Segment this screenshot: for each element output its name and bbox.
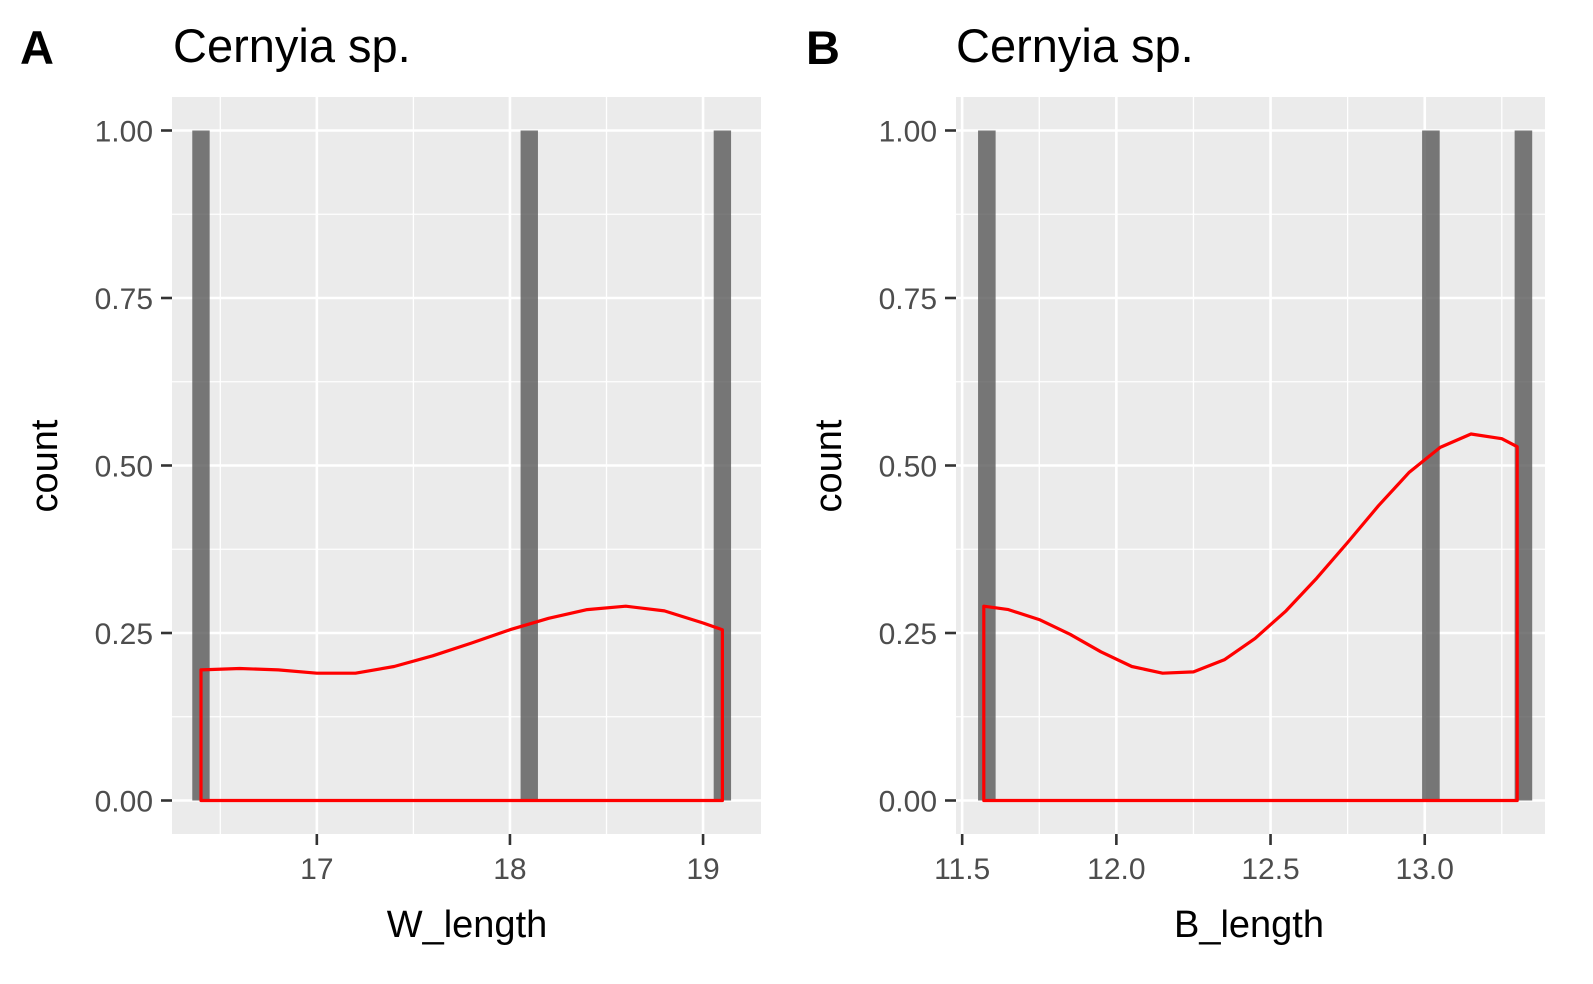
panel-b: 0.00 0.25 0.50 0.75 1.00 11.5 12.0 12.5 13.0 B C… [806, 19, 1545, 946]
y-axis-title: count [24, 419, 66, 512]
axes: 0.00 0.25 0.50 0.75 1.00 11.5 12.0 12.5 13.0 [879, 116, 1454, 887]
histogram-bar [1514, 130, 1533, 801]
histogram-bar [1422, 130, 1440, 801]
histogram-bar [192, 130, 210, 801]
x-tick-label: 17 [300, 853, 333, 886]
x-tick-label: 11.5 [934, 853, 990, 886]
x-tick-label: 12.5 [1241, 853, 1299, 886]
x-tick-label: 18 [493, 853, 526, 886]
y-tick-label: 1.00 [879, 116, 937, 149]
y-tick-label: 0.75 [879, 283, 937, 316]
y-tick-label: 0.25 [879, 618, 937, 651]
histogram-bar [520, 130, 538, 801]
plot-title: Cernyia sp. [956, 19, 1194, 72]
histogram-bar [978, 130, 996, 801]
density-curve [199, 604, 724, 803]
y-tick-label: 0.25 [95, 618, 153, 651]
y-tick-label: 0.00 [879, 786, 937, 819]
axes: 0.00 0.25 0.50 0.75 1.00 17 18 19 [95, 116, 720, 887]
y-tick-label: 1.00 [95, 116, 153, 149]
x-tick-label: 13.0 [1396, 853, 1454, 886]
y-tick-label: 0.75 [95, 283, 153, 316]
x-tick-label: 12.0 [1087, 853, 1145, 886]
plot-area [956, 97, 1545, 834]
plot-area [172, 97, 761, 834]
x-axis-title: B_length [1174, 904, 1324, 946]
panel-a: 0.00 0.25 0.50 0.75 1.00 17 18 19 A Cernyia sp.… [20, 19, 761, 946]
panel-tag: A [20, 21, 54, 74]
plot-title: Cernyia sp. [173, 19, 411, 72]
y-axis-title: count [808, 419, 850, 512]
y-tick-label: 0.00 [95, 786, 153, 819]
x-tick-label: 19 [686, 853, 719, 886]
density-curve [982, 432, 1519, 803]
x-axis-title: W_length [387, 904, 548, 946]
panel-tag: B [806, 21, 840, 74]
y-tick-label: 0.50 [95, 451, 153, 484]
histogram-bar [713, 130, 732, 801]
y-tick-label: 0.50 [879, 451, 937, 484]
